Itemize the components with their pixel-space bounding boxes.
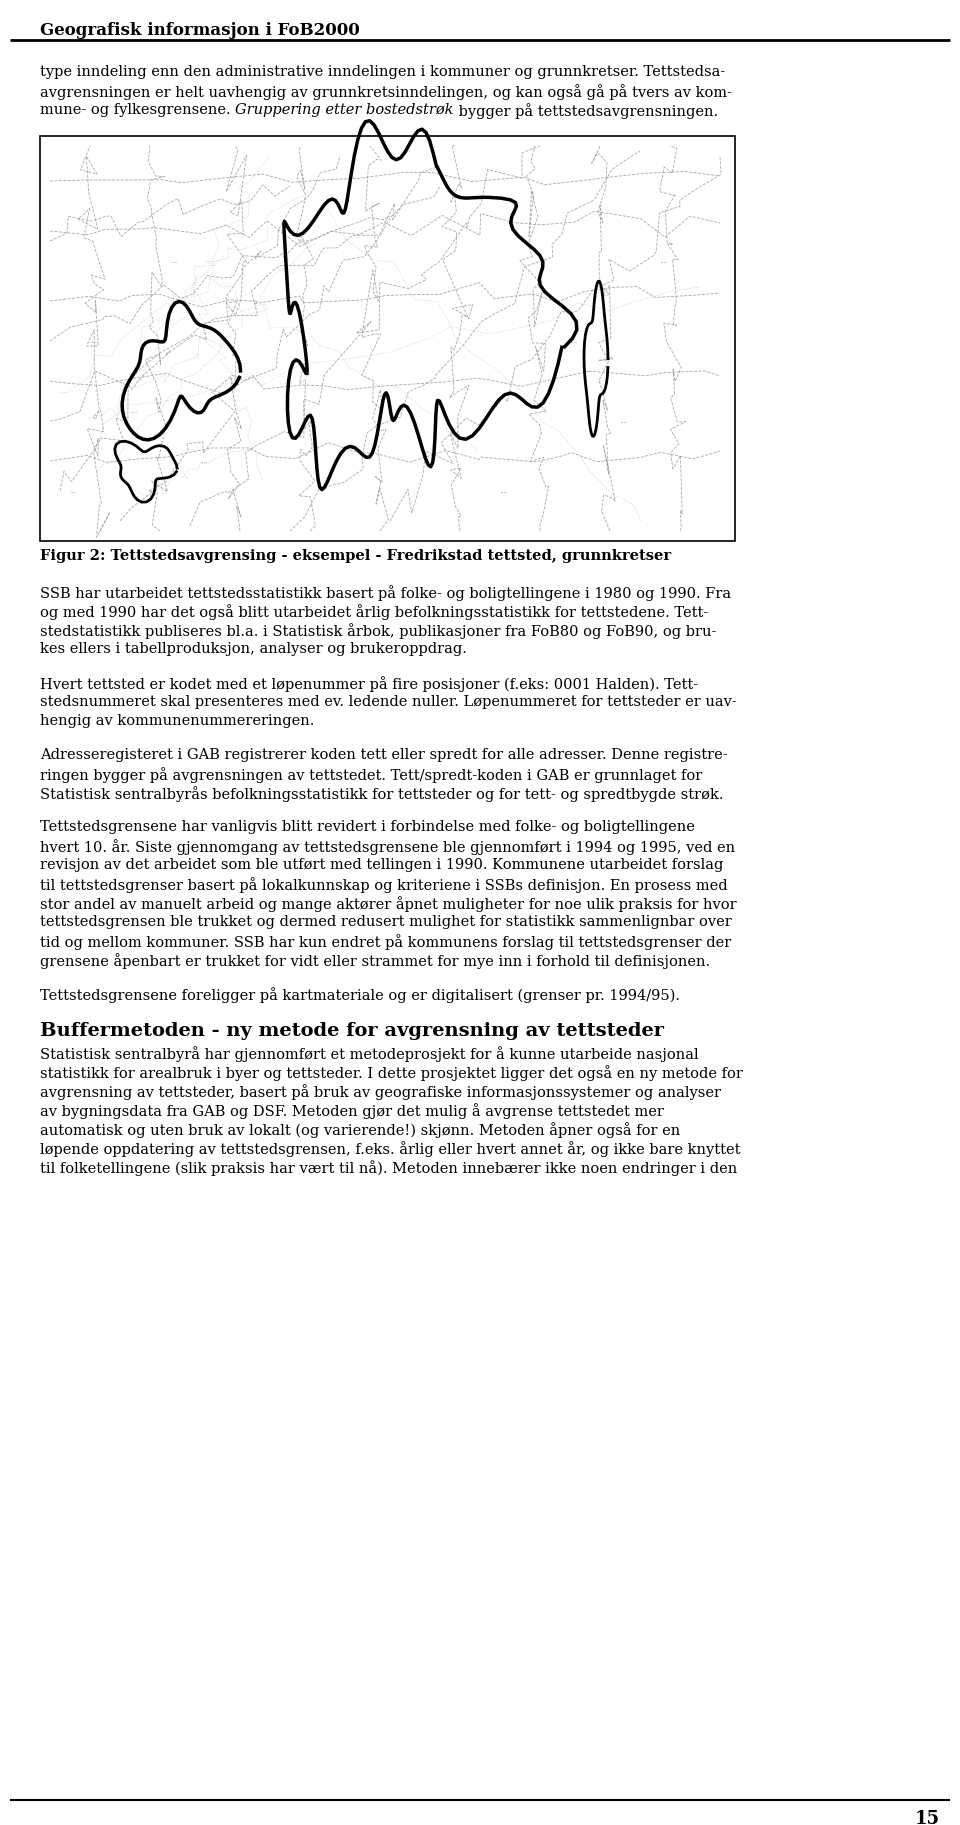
Text: kes ellers i tabellproduksjon, analyser og brukeroppdrag.: kes ellers i tabellproduksjon, analyser … xyxy=(40,642,467,655)
Text: Tettstedsgrensene foreligger på kartmateriale og er digitalisert (grenser pr. 19: Tettstedsgrensene foreligger på kartmate… xyxy=(40,987,680,1004)
Text: revisjon av det arbeidet som ble utført med tellingen i 1990. Kommunene utarbeid: revisjon av det arbeidet som ble utført … xyxy=(40,858,724,872)
Text: Statistisk sentralbyrås befolkningsstatistikk for tettsteder og for tett- og spr: Statistisk sentralbyrås befolkningsstati… xyxy=(40,787,724,801)
Text: ....: .... xyxy=(90,338,97,343)
Bar xyxy=(40,137,735,540)
Text: Buffermetoden - ny metode for avgrensning av tettsteder: Buffermetoden - ny metode for avgrensnin… xyxy=(40,1022,664,1040)
Text: stor andel av manuelt arbeid og mange aktører åpnet muligheter for noe ulik prak: stor andel av manuelt arbeid og mange ak… xyxy=(40,896,736,912)
Text: type inndeling enn den administrative inndelingen i kommuner og grunnkretser. Te: type inndeling enn den administrative in… xyxy=(40,66,725,78)
Text: ....: .... xyxy=(200,458,207,464)
Text: ....: .... xyxy=(570,338,577,343)
Text: mune- og fylkesgrensene.: mune- og fylkesgrensene. xyxy=(40,102,235,117)
Text: ....: .... xyxy=(130,409,137,414)
Text: Tettstedsgrensene har vanligvis blitt revidert i forbindelse med folke- og bolig: Tettstedsgrensene har vanligvis blitt re… xyxy=(40,819,695,834)
Text: stedstatistikk publiseres bl.a. i Statistisk årbok, publikasjoner fra FoB80 og F: stedstatistikk publiseres bl.a. i Statis… xyxy=(40,622,716,639)
Text: avgrensningen er helt uavhengig av grunnkretsinndelingen, og kan også gå på tver: avgrensningen er helt uavhengig av grunn… xyxy=(40,84,732,100)
Text: ....: .... xyxy=(170,259,177,263)
Text: ....: .... xyxy=(500,489,507,493)
Text: hengig av kommunenummereringen.: hengig av kommunenummereringen. xyxy=(40,714,314,728)
Text: og med 1990 har det også blitt utarbeidet årlig befolkningsstatistikk for tettst: og med 1990 har det også blitt utarbeide… xyxy=(40,604,708,621)
Text: Hvert tettsted er kodet med et løpenummer på fire posisjoner (f.eks: 0001 Halden: Hvert tettsted er kodet med et løpenumme… xyxy=(40,675,698,692)
Text: ringen bygger på avgrensningen av tettstedet. Tett/spredt-koden i GAB er grunnla: ringen bygger på avgrensningen av tettst… xyxy=(40,766,703,783)
Text: avgrensning av tettsteder, basert på bruk av geografiske informasjonssystemer og: avgrensning av tettsteder, basert på bru… xyxy=(40,1084,721,1100)
Text: statistikk for arealbruk i byer og tettsteder. I dette prosjektet ligger det ogs: statistikk for arealbruk i byer og tetts… xyxy=(40,1066,743,1080)
Text: grensene åpenbart er trukket for vidt eller strammet for mye inn i forhold til d: grensene åpenbart er trukket for vidt el… xyxy=(40,953,710,969)
Text: tid og mellom kommuner. SSB har kun endret på kommunens forslag til tettstedsgre: tid og mellom kommuner. SSB har kun endr… xyxy=(40,934,732,949)
Text: ....: .... xyxy=(70,489,77,493)
Text: ....: .... xyxy=(660,259,667,263)
Text: SSB har utarbeidet tettstedsstatistikk basert på folke- og boligtellingene i 198: SSB har utarbeidet tettstedsstatistikk b… xyxy=(40,586,732,600)
Text: løpende oppdatering av tettstedsgrensen, f.eks. årlig eller hvert annet år, og i: løpende oppdatering av tettstedsgrensen,… xyxy=(40,1141,740,1157)
Text: ....: .... xyxy=(620,418,627,423)
Text: stedsnummeret skal presenteres med ev. ledende nuller. Løpenummeret for tettsted: stedsnummeret skal presenteres med ev. l… xyxy=(40,695,736,708)
Text: Adresseregisteret i GAB registrerer koden tett eller spredt for alle adresser. D: Adresseregisteret i GAB registrerer kode… xyxy=(40,748,728,763)
Text: til tettstedsgrenser basert på lokalkunnskap og kriteriene i SSBs definisjon. En: til tettstedsgrenser basert på lokalkunn… xyxy=(40,878,728,892)
Text: 15: 15 xyxy=(915,1810,940,1825)
Text: Gruppering etter bostedstrøk: Gruppering etter bostedstrøk xyxy=(235,102,454,117)
Text: Figur 2: Tettstedsavgrensing - eksempel - Fredrikstad tettsted, grunnkretser: Figur 2: Tettstedsavgrensing - eksempel … xyxy=(40,549,671,562)
Text: til folketellingene (slik praksis har vært til nå). Metoden innebærer ikke noen : til folketellingene (slik praksis har væ… xyxy=(40,1161,737,1175)
Text: Geografisk informasjon i FoB2000: Geografisk informasjon i FoB2000 xyxy=(40,22,360,38)
Text: av bygningsdata fra GAB og DSF. Metoden gjør det mulig å avgrense tettstedet mer: av bygningsdata fra GAB og DSF. Metoden … xyxy=(40,1102,664,1119)
Text: automatisk og uten bruk av lokalt (og varierende!) skjønn. Metoden åpner også fo: automatisk og uten bruk av lokalt (og va… xyxy=(40,1122,681,1137)
Text: tettstedsgrensen ble trukket og dermed redusert mulighet for statistikk sammenli: tettstedsgrensen ble trukket og dermed r… xyxy=(40,914,732,929)
Text: hvert 10. år. Siste gjennomgang av tettstedsgrensene ble gjennomført i 1994 og 1: hvert 10. år. Siste gjennomgang av tetts… xyxy=(40,840,735,854)
Text: Statistisk sentralbyrå har gjennomført et metodeprosjekt for å kunne utarbeide n: Statistisk sentralbyrå har gjennomført e… xyxy=(40,1046,699,1062)
Text: bygger på tettstedsavgrensningen.: bygger på tettstedsavgrensningen. xyxy=(454,102,718,119)
